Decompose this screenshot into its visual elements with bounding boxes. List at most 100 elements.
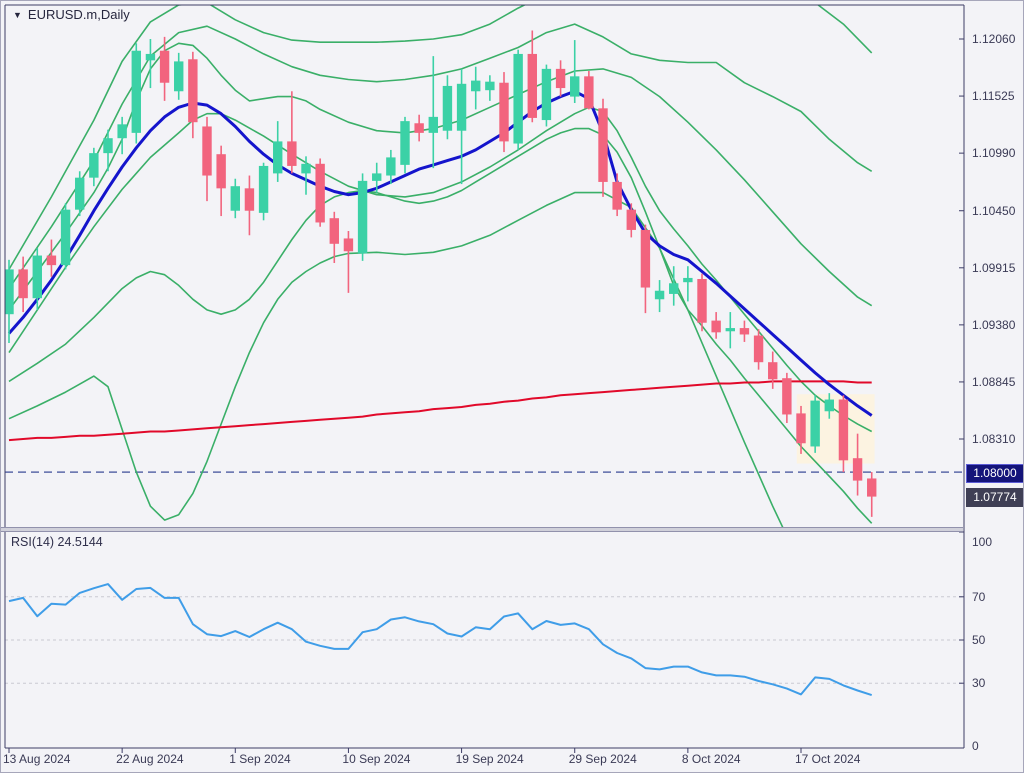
price-level-tag: 1.08000 [966,463,1023,483]
chevron-down-icon[interactable]: ▼ [13,9,22,20]
rsi-line [8,583,873,697]
candle-body [244,188,255,211]
moving-average-blue [7,89,873,417]
symbol-timeframe-label: EURUSD.m,Daily [27,7,130,22]
candle-body [287,141,297,166]
candle-body [414,123,424,133]
candle-body [103,138,113,154]
candle-body [131,50,141,133]
candle-body [711,320,721,333]
candle-body [428,116,438,133]
candle-body [541,68,552,121]
candle-body [640,229,651,288]
band-lower-outer [8,191,784,527]
candle-body [513,53,523,144]
candle-body [32,255,42,299]
candle-body [683,277,693,283]
candle-body [343,238,354,252]
band-lower-inner [8,127,873,524]
price-axis-label: 1.10990 [972,146,1016,161]
band-upper-inner [8,42,873,311]
candle-body [838,399,849,461]
candle-body [188,59,198,123]
candle-body [555,68,566,89]
price-axis-label: 1.12060 [972,32,1016,46]
candle-body [485,81,495,91]
band-upper-outer [8,5,873,270]
candle-body [796,413,806,444]
candle-body [386,157,396,176]
rsi-axis-label: 70 [972,589,986,604]
rsi-axis-label: 100 [972,535,993,549]
candle-body [75,177,85,210]
candle-body [570,76,580,97]
candle-body [5,269,14,315]
highlight-zone [796,394,875,464]
price-panel [5,5,963,527]
candle-body [357,180,368,254]
price-axis-label: 1.09380 [972,317,1016,332]
candle-body [852,458,863,481]
candle-body [867,478,877,497]
moving-average-red [8,380,872,442]
date-axis-label: 13 Aug 2024 [3,752,71,766]
candle-body [174,61,184,92]
candle-body [216,154,226,189]
candle-body [499,82,509,142]
candle-body [60,209,71,266]
candle-body [442,85,453,131]
date-axis-label: 19 Sep 2024 [455,752,524,766]
candle-body [739,328,750,335]
candle-body [273,141,283,174]
candle-body [810,400,820,447]
candle-body [471,80,481,92]
date-axis-label: 22 Aug 2024 [116,752,184,766]
rsi-axis-label: 0 [972,739,979,753]
candle-body [626,209,636,230]
date-axis-label: 29 Sep 2024 [568,752,637,766]
candle-body [159,50,170,83]
candle-body [697,279,707,323]
candle-body [89,153,99,178]
candle-body [117,124,127,139]
rsi-panel [5,583,963,697]
candle-body [824,399,834,412]
candle-body [456,83,467,131]
candle-body [18,269,28,299]
price-axis-label: 1.09915 [972,260,1016,275]
candle-body [230,186,240,211]
candle-body [329,218,339,244]
candle-body [753,335,764,363]
candle-body [315,163,325,223]
date-axis-label: 10 Sep 2024 [342,752,411,766]
candle-body [654,290,665,300]
price-axis-label: 1.08310 [972,432,1016,446]
candle-body [669,283,679,294]
panel-splitter[interactable] [1,527,963,532]
candle-body [725,328,735,332]
price-axis-label: 1.08845 [972,374,1016,389]
candle-body [400,121,410,165]
candle-body [258,165,269,213]
candle-body [202,126,212,176]
candle-body [372,173,382,181]
symbol-selector[interactable]: ▼ EURUSD.m,Daily [13,7,130,22]
rsi-axis-label: 50 [972,633,986,647]
candle-body [782,378,792,415]
last-price-tag: 1.07774 [966,487,1023,507]
candle-body [145,53,156,61]
date-axis-label: 1 Sep 2024 [229,752,291,766]
candle-body [612,181,622,210]
candle-body [527,53,537,118]
date-axis-label: 8 Oct 2024 [681,752,741,766]
candle-body [584,76,594,109]
price-axis-label: 1.11525 [972,89,1015,104]
candle-body [301,163,311,174]
rsi-axis-label: 30 [972,676,986,691]
price-axis-label: 1.10450 [972,203,1016,218]
rsi-indicator-label: RSI(14) 24.5144 [11,535,103,549]
date-axis-label: 17 Oct 2024 [795,752,861,766]
candle-body [768,362,778,380]
